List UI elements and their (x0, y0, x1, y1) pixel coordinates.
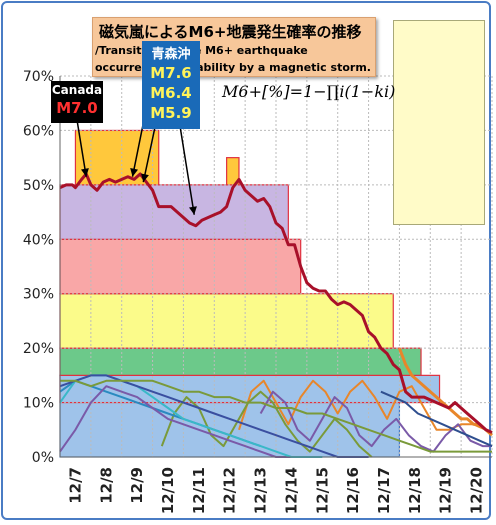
x-tick-label: 12/20 (468, 467, 486, 514)
aomori-arrow-3-shaft (179, 125, 195, 215)
x-tick-label: 12/10 (159, 467, 177, 514)
cycle-series-line-1 (160, 390, 373, 458)
canada-quake-callout: Canada M7.0 (51, 81, 103, 123)
canada-arrow-shaft (76, 119, 87, 177)
x-tick-label: 12/12 (221, 467, 239, 514)
probability-bands (59, 129, 441, 458)
probability-band-5 (59, 184, 289, 240)
canada-label: Canada (51, 83, 103, 97)
x-tick-label: 12/18 (406, 467, 424, 514)
chart-subtitle-line1: /Transition of the M6+ earthquake (95, 44, 308, 57)
cycle-series-line-0 (238, 379, 487, 431)
series-line-12-7 (60, 379, 492, 453)
aomori-arrow-1-head (130, 168, 139, 177)
x-tick-label: 12/17 (375, 467, 393, 514)
x-tick-label: 12/9 (128, 467, 146, 504)
legend-box (393, 20, 485, 225)
series-line-total (59, 172, 493, 434)
series-line-12-4 (59, 385, 292, 458)
x-tick-label: 12/19 (437, 467, 455, 514)
y-tick-label: 60% (23, 123, 54, 139)
probability-formula: M6+[%]=1−∏i(1−ki) (222, 82, 396, 101)
y-tick-label: 50% (23, 178, 54, 194)
probability-band-4 (59, 238, 302, 295)
y-tick-label: 70% (23, 69, 54, 85)
chart-subtitle-line2: occurrence probability by a magnetic sto… (95, 61, 371, 74)
x-tick-label: 12/16 (344, 467, 362, 514)
chart-title: 磁気嵐によるM6+地震発生確率の推移 (99, 23, 362, 41)
title-box: 磁気嵐によるM6+地震発生確率の推移 /Transition of the M6… (92, 17, 376, 77)
series-line-12-10 (380, 390, 493, 448)
chart-series (59, 172, 493, 458)
cycle-series-line-2 (259, 390, 492, 453)
canada-arrow-head (80, 168, 89, 177)
aomori-arrow-3-head (189, 206, 197, 215)
series-line-12-6 (59, 374, 369, 458)
probability-band-2 (59, 347, 422, 376)
x-tick-label: 12/14 (282, 467, 300, 514)
aomori-quake-callout: 青森沖 M7.6 M6.4 M5.9 (142, 41, 200, 129)
x-tick-label: 12/8 (97, 467, 115, 504)
x-tick-label: 12/15 (313, 467, 331, 514)
y-tick-label: 40% (23, 232, 54, 248)
y-tick-label: 30% (23, 287, 54, 303)
aomori-magnitude-2: M6.4 (150, 84, 192, 102)
x-tick-label: 12/11 (190, 467, 208, 514)
x-tick-label: 12/13 (252, 467, 270, 514)
x-tick-label: 12/7 (66, 467, 84, 504)
chart-axes: 0% 10% 20% 30% 40% 50% 60% 70% 12/7 12/8 12/9 12/10… (23, 69, 492, 514)
aomori-magnitude-3: M5.9 (150, 104, 192, 122)
y-tick-label: 20% (23, 341, 54, 357)
canada-magnitude: M7.0 (56, 99, 98, 117)
aomori-arrow-2-head (141, 173, 149, 183)
y-tick-label: 0% (32, 450, 54, 466)
aomori-label: 青森沖 (151, 47, 191, 62)
aomori-magnitude-1: M7.6 (150, 64, 192, 82)
y-tick-label: 10% (23, 396, 54, 412)
